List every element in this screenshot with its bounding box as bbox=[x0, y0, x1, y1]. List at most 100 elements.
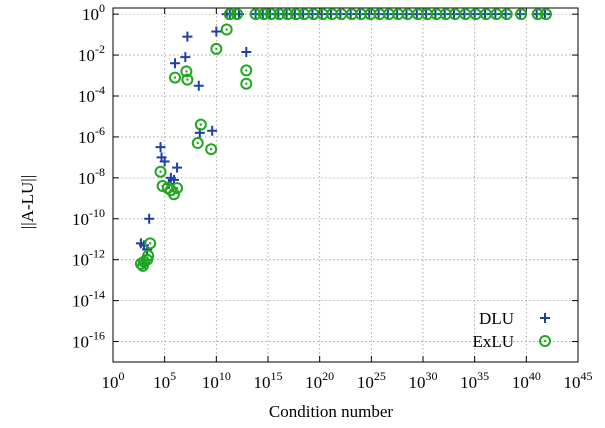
circle-marker-dot bbox=[312, 12, 315, 16]
exlu-point bbox=[257, 8, 270, 21]
x-tick-label: 1045 bbox=[564, 369, 593, 392]
series-exlu bbox=[134, 8, 552, 272]
circle-marker-outer bbox=[531, 8, 544, 21]
circle-marker-outer bbox=[167, 188, 180, 201]
circle-marker-outer bbox=[500, 8, 513, 21]
circle-marker-dot bbox=[495, 12, 498, 16]
y-tick-label: 10-2 bbox=[78, 42, 105, 65]
x-tick-label: 1035 bbox=[460, 369, 489, 392]
circle-marker-outer bbox=[265, 8, 278, 21]
circle-marker-dot bbox=[269, 12, 273, 16]
circle-marker-dot bbox=[199, 123, 203, 126]
exlu-point bbox=[223, 8, 236, 21]
circle-marker-dot bbox=[185, 70, 188, 73]
circle-marker-dot bbox=[359, 12, 363, 16]
dlu-point bbox=[144, 213, 155, 224]
circle-marker-dot bbox=[149, 242, 152, 245]
data-points bbox=[134, 8, 552, 272]
y-tick-label: 10-8 bbox=[78, 165, 105, 188]
legend-label-dlu: DLU bbox=[479, 309, 514, 328]
circle-marker-outer bbox=[144, 237, 157, 250]
exlu-point bbox=[180, 65, 193, 78]
x-tick-label: 1040 bbox=[512, 369, 541, 392]
dlu-point bbox=[241, 46, 252, 57]
y-tick-label: 10-10 bbox=[72, 206, 105, 229]
y-tick-label: 10-4 bbox=[78, 83, 105, 106]
circle-marker-dot bbox=[330, 12, 334, 16]
circle-marker-dot bbox=[464, 12, 467, 16]
x-tick-label: 1010 bbox=[202, 369, 231, 392]
circle-marker-outer bbox=[240, 77, 253, 90]
exlu-point bbox=[273, 8, 286, 21]
dlu-point bbox=[170, 58, 180, 69]
x-tick-label: 1015 bbox=[254, 369, 283, 392]
circle-marker-dot bbox=[425, 12, 429, 16]
circle-marker-dot bbox=[209, 147, 213, 151]
exlu-point bbox=[167, 188, 180, 201]
legend-marker-exlu bbox=[539, 335, 551, 347]
circle-marker-dot bbox=[453, 12, 457, 16]
tick-labels: 100 105 1010 1015 1020 1025 1030 1035 1040 1045 10… bbox=[72, 1, 593, 392]
exlu-point bbox=[142, 249, 155, 262]
circle-marker-dot bbox=[474, 12, 477, 16]
x-axis-label: Condition number bbox=[269, 402, 394, 421]
exlu-point bbox=[181, 73, 194, 86]
y-axis-label: ||A-LU|| bbox=[18, 175, 37, 229]
plot-frame bbox=[112, 7, 579, 363]
circle-marker-dot bbox=[196, 141, 199, 145]
circle-marker-dot bbox=[387, 12, 391, 16]
exlu-point bbox=[289, 8, 302, 21]
dlu-point bbox=[142, 244, 153, 255]
circle-marker-dot bbox=[146, 254, 150, 257]
circle-marker-outer bbox=[171, 182, 184, 195]
circle-marker-dot bbox=[278, 12, 281, 16]
dlu-point bbox=[155, 142, 166, 153]
circle-marker-outer bbox=[210, 42, 223, 55]
circle-marker-outer bbox=[231, 8, 243, 21]
circle-marker-outer bbox=[169, 71, 181, 84]
y-tick-label: 10-12 bbox=[72, 247, 105, 270]
circle-marker-outer bbox=[281, 8, 294, 21]
x-tick-label: 1020 bbox=[305, 369, 334, 392]
y-tick-label: 100 bbox=[82, 1, 105, 24]
x-tick-label: 1030 bbox=[409, 369, 438, 392]
exlu-point bbox=[515, 8, 528, 21]
circle-marker-dot bbox=[225, 28, 228, 31]
circle-marker-dot bbox=[544, 12, 548, 16]
circle-marker-dot bbox=[294, 12, 298, 16]
circle-marker-outer bbox=[191, 137, 204, 150]
circle-marker-dot bbox=[286, 12, 289, 16]
circle-marker-dot bbox=[406, 12, 409, 16]
exlu-point bbox=[531, 8, 544, 21]
circle-marker-dot bbox=[519, 12, 523, 16]
circle-marker-dot bbox=[321, 12, 324, 16]
legend: DLU ExLU bbox=[472, 309, 551, 351]
circle-marker-dot bbox=[435, 12, 438, 16]
circle-marker-outer bbox=[181, 73, 194, 86]
circle-marker-dot bbox=[484, 12, 488, 16]
dlu-point bbox=[182, 31, 193, 42]
exlu-point bbox=[249, 8, 262, 21]
circle-marker-dot bbox=[340, 12, 343, 16]
circle-marker-outer bbox=[142, 249, 155, 262]
circle-marker-outer bbox=[154, 165, 167, 178]
circle-marker-dot bbox=[416, 12, 420, 16]
circle-marker-dot bbox=[536, 12, 539, 16]
x-tick-label: 100 bbox=[102, 369, 125, 392]
circle-marker-outer bbox=[180, 65, 193, 78]
circle-marker-outer bbox=[220, 23, 233, 36]
circle-marker-dot bbox=[235, 12, 239, 16]
exlu-point bbox=[539, 8, 552, 21]
circle-marker-dot bbox=[215, 47, 218, 51]
x-tick-label: 105 bbox=[153, 369, 176, 392]
circle-marker-dot bbox=[302, 12, 306, 16]
circle-marker-outer bbox=[515, 8, 528, 21]
circle-marker-dot bbox=[159, 170, 162, 173]
axes bbox=[112, 7, 579, 363]
exlu-point bbox=[210, 42, 223, 55]
exlu-point bbox=[205, 143, 218, 156]
dlu-point bbox=[180, 52, 191, 63]
exlu-point bbox=[144, 237, 157, 250]
circle-marker-dot bbox=[262, 12, 266, 16]
